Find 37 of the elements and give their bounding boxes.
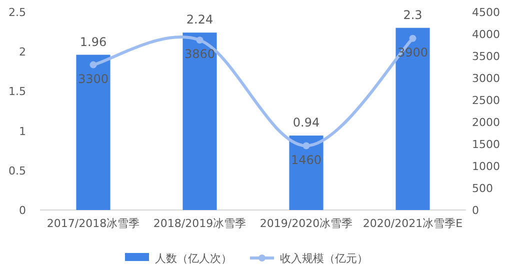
y2-tick-label: 1000	[472, 160, 500, 173]
x-tick-label: 2017/2018冰雪季	[46, 217, 140, 230]
x-tick-label: 2020/2021冰雪季E	[362, 217, 463, 230]
y-tick-label: 1.5	[8, 85, 26, 98]
data-label: 1460	[290, 152, 322, 167]
data-label: 3300	[78, 72, 109, 86]
data-label: 1.96	[80, 34, 107, 49]
bar	[76, 54, 110, 210]
bar	[396, 28, 430, 210]
legend-label: 人数（亿人次）	[155, 252, 232, 265]
bar	[182, 32, 217, 210]
y-tick-label: 0	[19, 204, 26, 217]
y-tick-label: 2.5	[8, 6, 26, 19]
x-tick-label: 2019/2020冰雪季	[260, 217, 353, 230]
y2-tick-label: 2500	[472, 94, 500, 107]
point	[196, 36, 204, 44]
legend-label: 收入规模（亿元）	[280, 252, 368, 265]
point	[90, 61, 97, 68]
data-label: 0.94	[292, 116, 320, 130]
y2-tick-label: 4000	[472, 28, 500, 41]
y-tick-label: 2	[19, 46, 26, 59]
data-label: 3860	[184, 47, 216, 62]
y2-tick-label: 500	[472, 182, 493, 195]
y-tick-label: 1	[19, 124, 26, 138]
data-label: 2.24	[186, 12, 214, 27]
y2-tick-label: 1500	[472, 138, 500, 151]
y2-tick-label: 3500	[472, 50, 500, 63]
data-label: 2.3	[403, 8, 422, 22]
y2-tick-label: 2000	[472, 116, 500, 129]
y-tick-label: 0.5	[8, 164, 26, 178]
x-tick-label: 2018/2019冰雪季	[153, 217, 246, 230]
y2-tick-label: 3000	[472, 72, 500, 85]
point	[302, 142, 310, 150]
point	[409, 34, 416, 42]
y2-tick-label: 0	[472, 204, 479, 217]
bar	[289, 136, 324, 210]
y2-tick-label: 4500	[472, 6, 500, 19]
